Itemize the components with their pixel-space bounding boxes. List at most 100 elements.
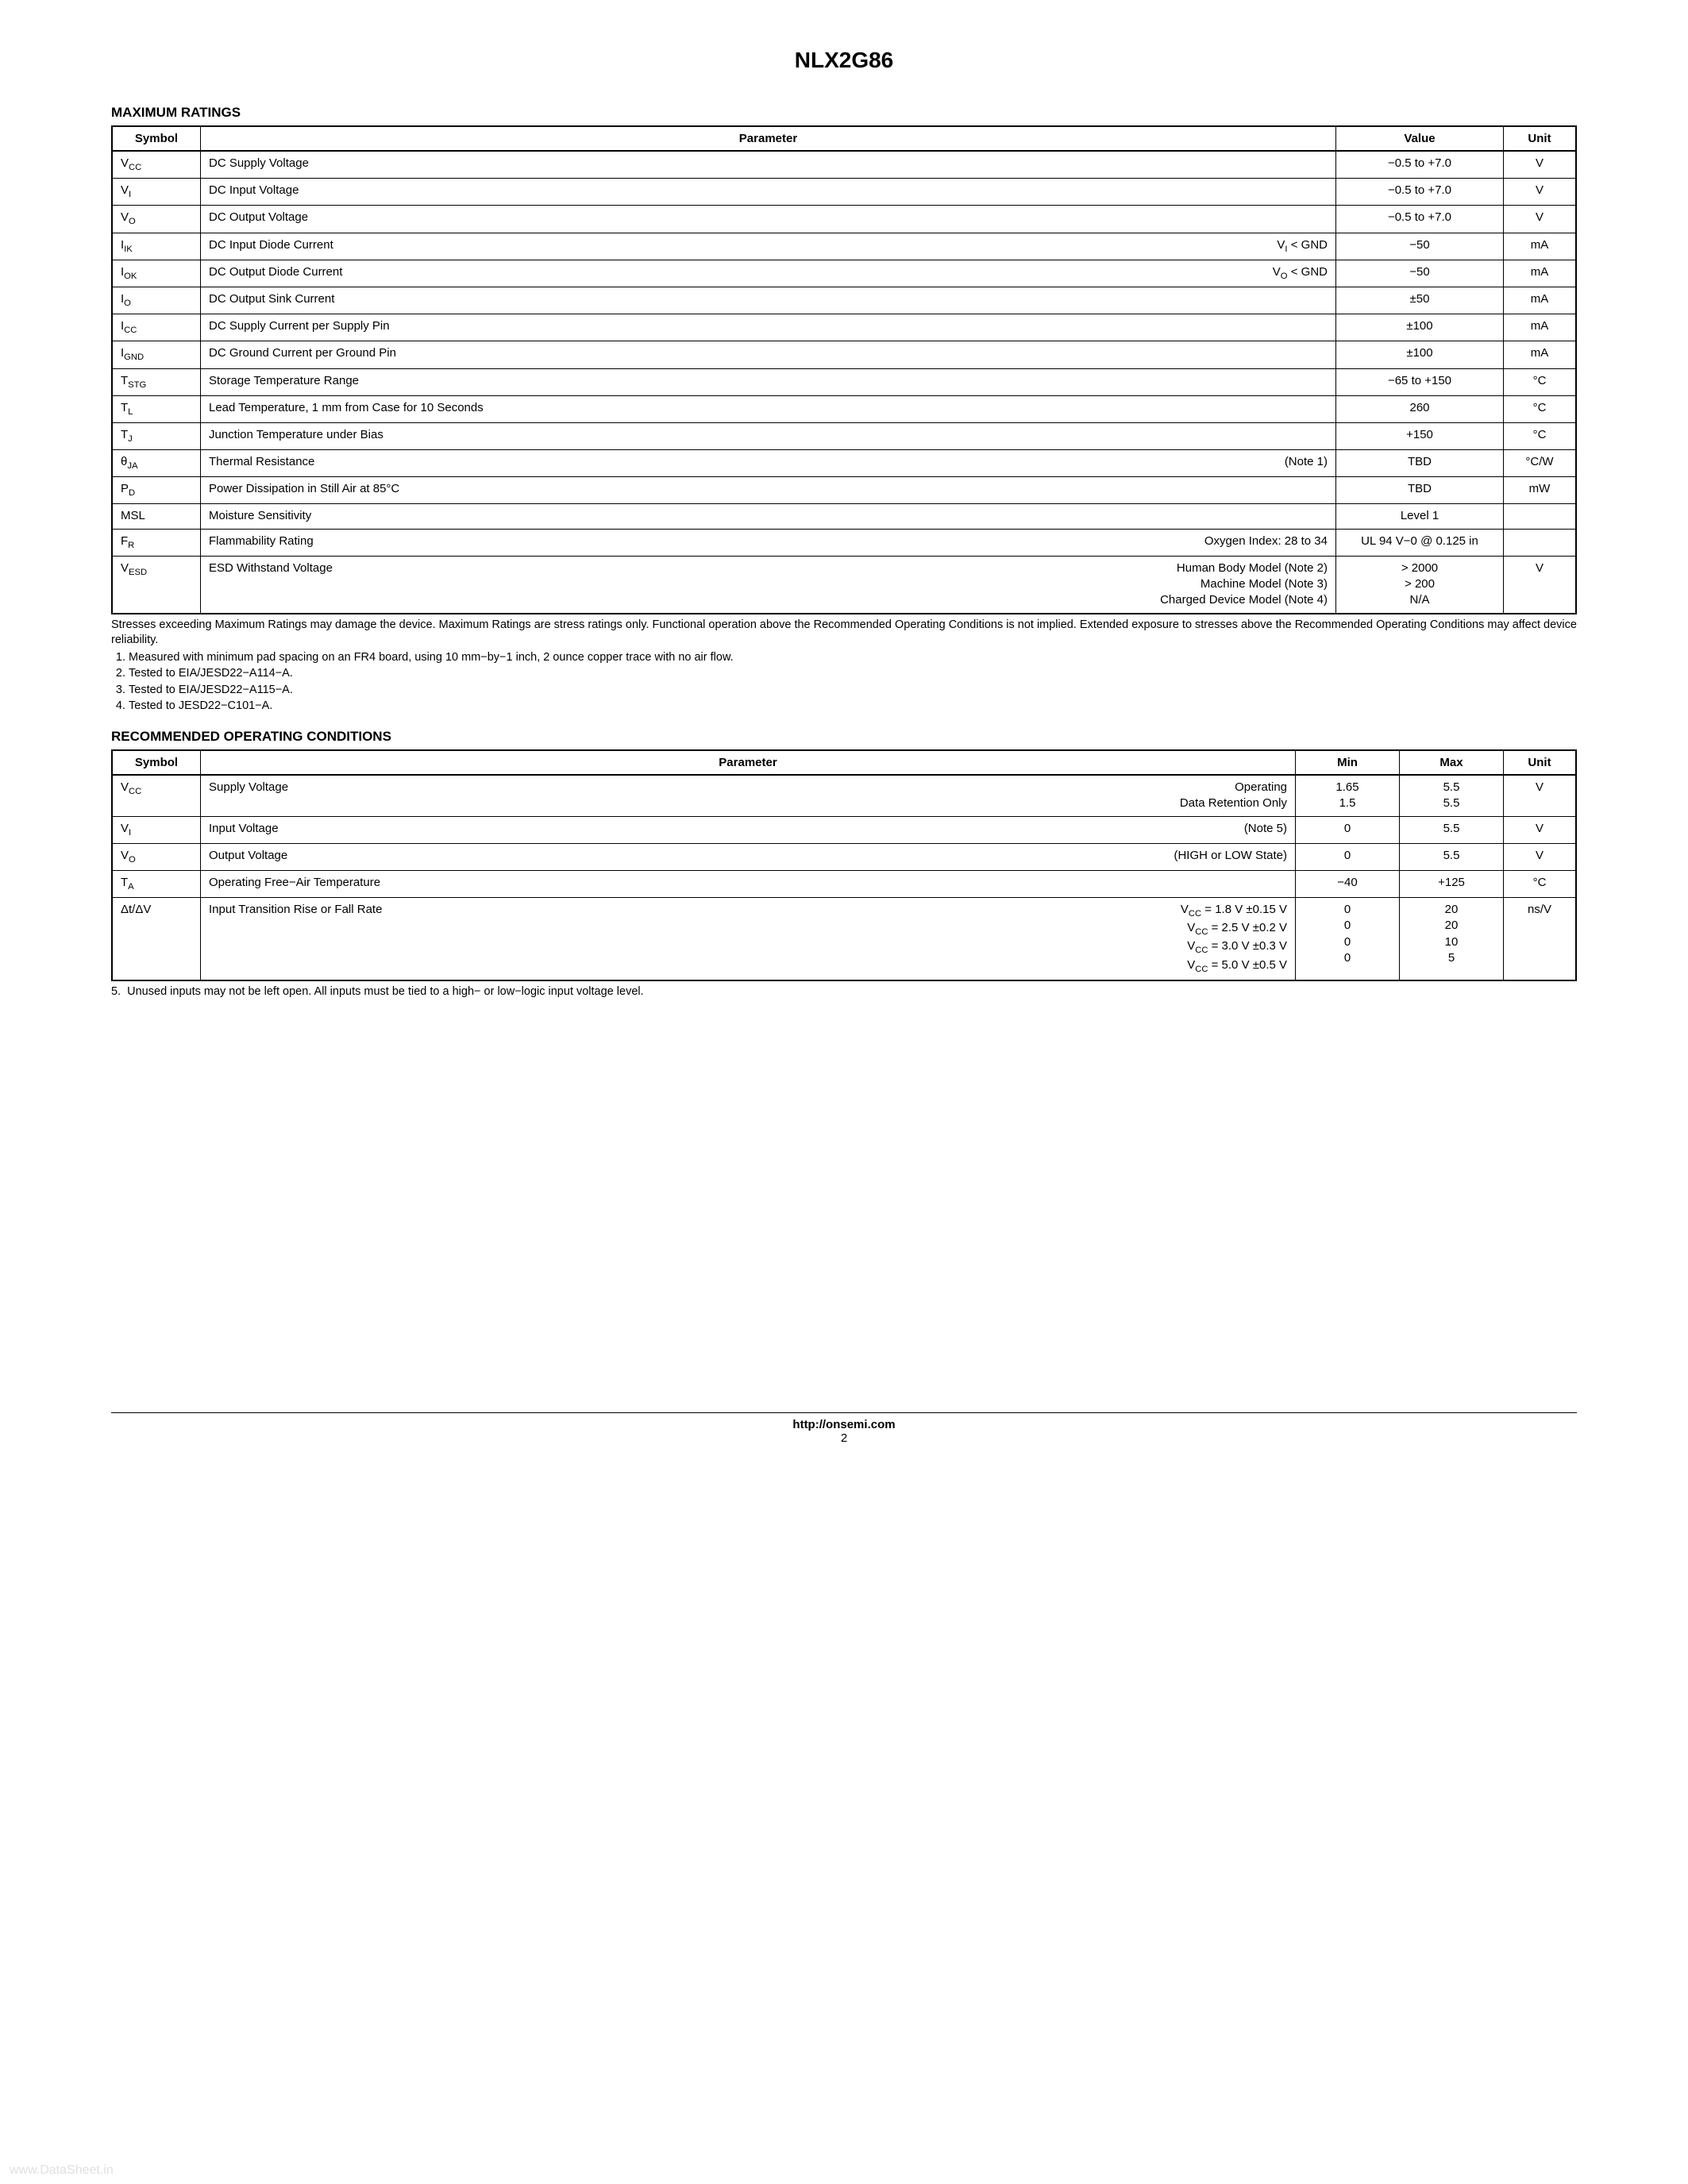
symbol-cell: VCC <box>112 151 201 179</box>
symbol-cell: FR <box>112 529 201 556</box>
symbol-cell: TSTG <box>112 368 201 395</box>
table-row: VCCSupply VoltageOperatingData Retention… <box>112 775 1576 816</box>
symbol-cell: VO <box>112 206 201 233</box>
unit-cell: °C <box>1504 870 1577 897</box>
footer-url: http://onsemi.com <box>111 1418 1577 1431</box>
col-min: Min <box>1296 750 1400 775</box>
value-cell: −50 <box>1336 260 1504 287</box>
unit-cell: V <box>1504 775 1577 816</box>
table-row: VCCDC Supply Voltage−0.5 to +7.0V <box>112 151 1576 179</box>
unit-cell: V <box>1504 151 1577 179</box>
col-symbol: Symbol <box>112 126 201 151</box>
max-cell: 5.55.5 <box>1400 775 1504 816</box>
min-cell: 1.651.5 <box>1296 775 1400 816</box>
note-item: Tested to JESD22−C101−A. <box>129 699 1577 715</box>
parameter-cell: DC Ground Current per Ground Pin <box>201 341 1336 368</box>
unit-cell: mA <box>1504 260 1577 287</box>
symbol-cell: IOK <box>112 260 201 287</box>
symbol-cell: ICC <box>112 314 201 341</box>
table-row: FRFlammability RatingOxygen Index: 28 to… <box>112 529 1576 556</box>
value-cell: TBD <box>1336 477 1504 504</box>
table-row: VESDESD Withstand VoltageHuman Body Mode… <box>112 556 1576 613</box>
table-row: VOOutput Voltage(HIGH or LOW State)05.5V <box>112 843 1576 870</box>
table-row: VIInput Voltage(Note 5)05.5V <box>112 816 1576 843</box>
value-cell: −0.5 to +7.0 <box>1336 206 1504 233</box>
symbol-cell: TL <box>112 395 201 422</box>
symbol-cell: TJ <box>112 422 201 449</box>
value-cell: ±50 <box>1336 287 1504 314</box>
symbol-cell: IO <box>112 287 201 314</box>
table-row: Δt/ΔVInput Transition Rise or Fall RateV… <box>112 898 1576 980</box>
unit-cell: V <box>1504 179 1577 206</box>
parameter-cell: Flammability RatingOxygen Index: 28 to 3… <box>201 529 1336 556</box>
parameter-cell: Moisture Sensitivity <box>201 504 1336 529</box>
parameter-cell: Operating Free−Air Temperature <box>201 870 1296 897</box>
table-row: VIDC Input Voltage−0.5 to +7.0V <box>112 179 1576 206</box>
symbol-cell: VCC <box>112 775 201 816</box>
symbol-cell: MSL <box>112 504 201 529</box>
col-max: Max <box>1400 750 1504 775</box>
parameter-cell: Supply VoltageOperatingData Retention On… <box>201 775 1296 816</box>
unit-cell: V <box>1504 843 1577 870</box>
parameter-cell: Junction Temperature under Bias <box>201 422 1336 449</box>
table-row: VODC Output Voltage−0.5 to +7.0V <box>112 206 1576 233</box>
symbol-cell: TA <box>112 870 201 897</box>
parameter-cell: DC Input Voltage <box>201 179 1336 206</box>
col-symbol: Symbol <box>112 750 201 775</box>
parameter-cell: Thermal Resistance(Note 1) <box>201 450 1336 477</box>
max-cell: 2020105 <box>1400 898 1504 980</box>
symbol-cell: VI <box>112 816 201 843</box>
table-row: TJJunction Temperature under Bias+150°C <box>112 422 1576 449</box>
unit-cell: mA <box>1504 233 1577 260</box>
col-unit: Unit <box>1504 126 1577 151</box>
value-cell: −65 to +150 <box>1336 368 1504 395</box>
max-cell: 5.5 <box>1400 816 1504 843</box>
symbol-cell: IIK <box>112 233 201 260</box>
note-item: Tested to EIA/JESD22−A115−A. <box>129 683 1577 699</box>
parameter-cell: Lead Temperature, 1 mm from Case for 10 … <box>201 395 1336 422</box>
table-row: MSLMoisture SensitivityLevel 1 <box>112 504 1576 529</box>
max-cell: 5.5 <box>1400 843 1504 870</box>
unit-cell: °C <box>1504 422 1577 449</box>
unit-cell: mA <box>1504 287 1577 314</box>
col-parameter: Parameter <box>201 750 1296 775</box>
parameter-cell: ESD Withstand VoltageHuman Body Model (N… <box>201 556 1336 613</box>
value-cell: 260 <box>1336 395 1504 422</box>
parameter-cell: Storage Temperature Range <box>201 368 1336 395</box>
min-cell: 0 <box>1296 816 1400 843</box>
max-ratings-table: Symbol Parameter Value Unit VCCDC Supply… <box>111 125 1577 614</box>
table-row: IIKDC Input Diode CurrentVI < GND−50mA <box>112 233 1576 260</box>
note-item: Tested to EIA/JESD22−A114−A. <box>129 666 1577 682</box>
value-cell: ±100 <box>1336 341 1504 368</box>
unit-cell: V <box>1504 556 1577 613</box>
unit-cell: mW <box>1504 477 1577 504</box>
parameter-cell: DC Supply Current per Supply Pin <box>201 314 1336 341</box>
roc-heading: RECOMMENDED OPERATING CONDITIONS <box>111 729 1577 745</box>
table-row: IOKDC Output Diode CurrentVO < GND−50mA <box>112 260 1576 287</box>
table-row: θJAThermal Resistance(Note 1)TBD°C/W <box>112 450 1576 477</box>
symbol-cell: PD <box>112 477 201 504</box>
col-parameter: Parameter <box>201 126 1336 151</box>
col-unit: Unit <box>1504 750 1577 775</box>
unit-cell <box>1504 529 1577 556</box>
value-cell: −0.5 to +7.0 <box>1336 151 1504 179</box>
value-cell: ±100 <box>1336 314 1504 341</box>
roc-note5: 5. Unused inputs may not be left open. A… <box>111 984 1577 1000</box>
value-cell: −50 <box>1336 233 1504 260</box>
parameter-cell: DC Output Sink Current <box>201 287 1336 314</box>
value-cell: TBD <box>1336 450 1504 477</box>
table-row: TSTGStorage Temperature Range−65 to +150… <box>112 368 1576 395</box>
table-row: PDPower Dissipation in Still Air at 85°C… <box>112 477 1576 504</box>
parameter-cell: Input Voltage(Note 5) <box>201 816 1296 843</box>
symbol-cell: VI <box>112 179 201 206</box>
unit-cell: °C <box>1504 368 1577 395</box>
table-row: IGNDDC Ground Current per Ground Pin±100… <box>112 341 1576 368</box>
parameter-cell: Input Transition Rise or Fall RateVCC = … <box>201 898 1296 980</box>
parameter-cell: Power Dissipation in Still Air at 85°C <box>201 477 1336 504</box>
stress-note: Stresses exceeding Maximum Ratings may d… <box>111 618 1577 649</box>
symbol-cell: θJA <box>112 450 201 477</box>
max-cell: +125 <box>1400 870 1504 897</box>
min-cell: 0000 <box>1296 898 1400 980</box>
symbol-cell: Δt/ΔV <box>112 898 201 980</box>
symbol-cell: IGND <box>112 341 201 368</box>
